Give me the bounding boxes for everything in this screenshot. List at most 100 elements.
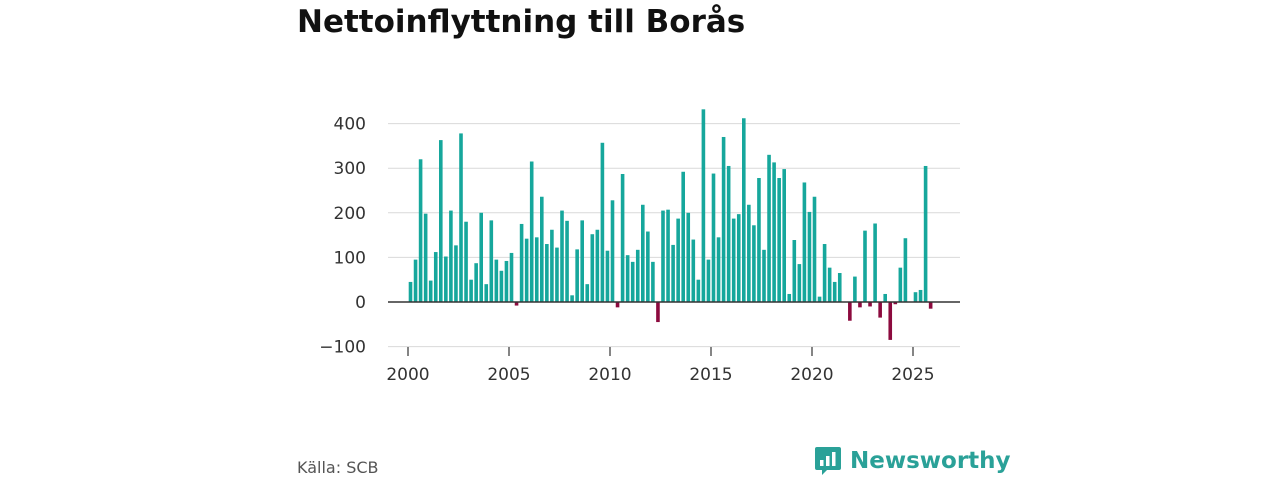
bar (651, 261, 655, 302)
bar (555, 247, 559, 302)
bar (752, 225, 756, 302)
bar (514, 302, 519, 306)
bar (550, 229, 554, 302)
bar (575, 249, 579, 302)
bar (686, 212, 691, 302)
bar (580, 220, 584, 302)
bar (848, 302, 852, 321)
y-tick-label: 300 (334, 159, 366, 179)
y-tick-label: 0 (355, 293, 366, 313)
bar (413, 259, 418, 302)
bar (883, 293, 887, 302)
bar (736, 214, 741, 302)
bar (439, 140, 443, 302)
bar (853, 276, 857, 302)
bar (918, 289, 923, 302)
bar-chart: −100 0 100 200 300 400 2000 2005 2010 2015 2020 202… (319, 109, 960, 385)
bar (757, 178, 761, 302)
bar (878, 302, 882, 318)
bar (474, 263, 478, 302)
bar (807, 211, 812, 302)
bar (444, 256, 448, 302)
bar (646, 231, 650, 302)
bar (585, 284, 590, 302)
bar (423, 213, 428, 302)
bar (610, 200, 615, 302)
bar (802, 182, 807, 302)
bar (620, 174, 625, 302)
bar (777, 178, 781, 302)
bar (504, 260, 509, 302)
bar (716, 237, 721, 302)
bar (903, 238, 908, 302)
bar (822, 244, 827, 302)
bar (696, 279, 701, 302)
bar (827, 267, 832, 302)
bar (666, 209, 670, 302)
bar (454, 245, 458, 302)
bar (661, 210, 665, 302)
bar (817, 296, 822, 302)
bar (408, 281, 413, 302)
bar (656, 302, 660, 323)
bar (484, 284, 489, 302)
bar (469, 279, 473, 302)
bar (595, 229, 600, 302)
bar (928, 302, 933, 309)
bar (635, 249, 640, 302)
bar (464, 221, 468, 302)
bar (641, 204, 645, 302)
bar (893, 302, 898, 305)
bar (494, 259, 499, 302)
bar (706, 259, 711, 302)
bar (837, 273, 842, 302)
bar (742, 118, 746, 302)
x-tick-label: 2015 (689, 365, 732, 385)
source-label: Källa: SCB (297, 458, 379, 477)
bar (459, 133, 463, 302)
bar (858, 302, 862, 308)
x-tick-label: 2010 (588, 365, 631, 385)
bar (449, 210, 453, 302)
y-tick-label: 400 (334, 115, 366, 135)
bar (600, 142, 605, 302)
bars (408, 109, 933, 340)
bar (691, 239, 696, 302)
bar (767, 154, 771, 302)
bar (747, 204, 751, 302)
bar (888, 302, 893, 340)
bar (524, 238, 529, 302)
bar (681, 171, 685, 302)
bar (499, 270, 504, 302)
bar (787, 293, 792, 302)
bar (832, 281, 837, 302)
bar (792, 240, 797, 302)
bar (923, 165, 928, 302)
y-tick-label: 100 (334, 248, 366, 268)
bar (772, 162, 776, 302)
x-tick-label: 2020 (790, 365, 833, 385)
brand-logo: Newsworthy (814, 446, 1011, 476)
bar (863, 230, 867, 302)
bar (428, 280, 433, 302)
bar (489, 220, 494, 302)
chart-title: Nettoinflyttning till Borås (297, 4, 746, 40)
bar (565, 220, 569, 302)
bar (812, 196, 817, 302)
bar (625, 255, 630, 302)
bar (540, 196, 544, 302)
bar (701, 109, 706, 302)
x-tick-label: 2025 (891, 365, 934, 385)
bar (545, 244, 549, 302)
bar (630, 261, 635, 302)
bar (671, 244, 675, 302)
bar (570, 295, 574, 302)
bar (529, 161, 534, 302)
axes: −100 0 100 200 300 400 2000 2005 2010 2015 2020 202… (319, 115, 960, 385)
bar (519, 223, 524, 302)
bar (534, 237, 539, 302)
bar (479, 212, 483, 302)
brand-name: Newsworthy (850, 448, 1011, 474)
y-tick-label: −100 (319, 338, 366, 358)
bar (590, 234, 595, 302)
